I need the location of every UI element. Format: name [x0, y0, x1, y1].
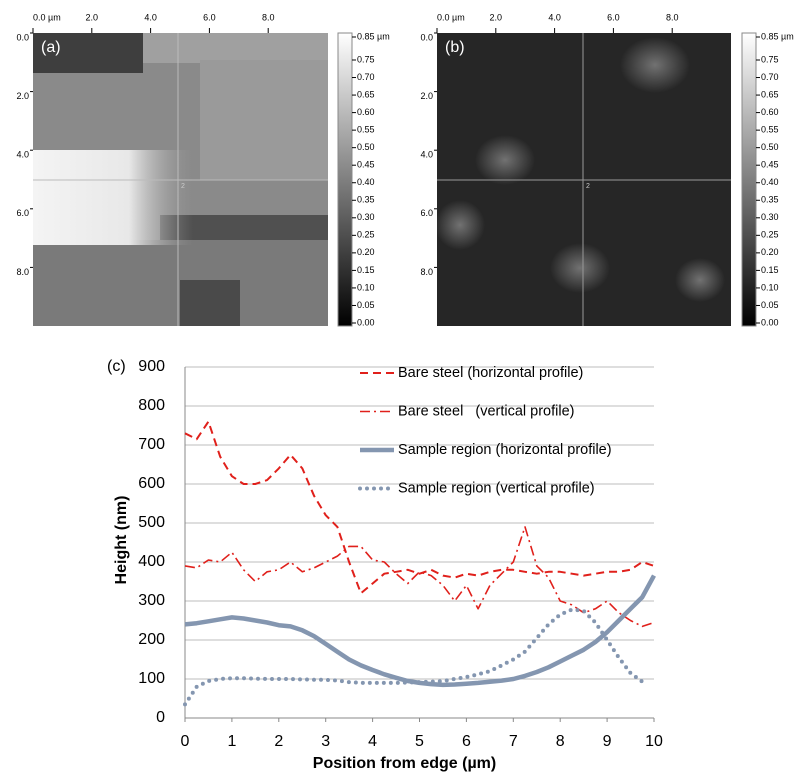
legend-label: Bare steel (horizontal profile) [398, 365, 583, 381]
x-axis-title: Position from edge (µm) [313, 755, 496, 772]
panel-label: (a) [41, 39, 61, 56]
y-axis-title: Height (nm) [113, 496, 130, 585]
colorbar-label: 0.70 [357, 72, 375, 82]
series-line [184, 526, 655, 628]
x-tick-label: 6.0 [607, 12, 620, 22]
crosshair-label: 2 [586, 183, 590, 190]
panel-label: (c) [107, 358, 126, 375]
colorbar-label: 0.60 [761, 107, 779, 117]
y-tick-label: 4.0 [420, 150, 433, 160]
colorbar-label: 0.30 [357, 212, 375, 222]
y-tick-label: 200 [138, 631, 165, 648]
x-tick-label: 5 [415, 733, 424, 750]
x-tick-label: 8.0 [262, 12, 275, 22]
colorbar-label: 0.70 [761, 72, 779, 82]
x-tick-label: 0.0 µm [33, 12, 61, 22]
series-line [184, 574, 656, 688]
series-line [184, 420, 655, 595]
colorbar-label: 0.10 [357, 282, 375, 292]
y-tick-label: 2.0 [420, 91, 433, 101]
colorbar-label: 0.20 [357, 247, 375, 257]
colorbar-label: 0.25 [357, 230, 375, 240]
colorbar-label: 0.35 [761, 195, 779, 205]
y-tick-label: 400 [138, 553, 165, 570]
x-tick-label: 8.0 [666, 12, 679, 22]
y-tick-label: 8.0 [16, 267, 29, 277]
colorbar [741, 32, 757, 327]
colorbar-label: 0.65 [357, 89, 375, 99]
y-tick-label: 6.0 [16, 208, 29, 218]
colorbar-label: 0.35 [357, 195, 375, 205]
y-tick-label: 500 [138, 514, 165, 531]
y-tick-label: 100 [138, 670, 165, 687]
x-tick-label: 0 [181, 733, 190, 750]
colorbar-label: 0.60 [357, 107, 375, 117]
y-tick-label: 2.0 [16, 91, 29, 101]
x-tick-label: 4.0 [548, 12, 561, 22]
colorbar-label: 0.65 [761, 89, 779, 99]
x-tick-label: 6 [462, 733, 471, 750]
colorbar-label: 0.00 [761, 317, 779, 327]
x-tick-label: 2.0 [86, 12, 99, 22]
colorbar [337, 32, 353, 327]
series-line [183, 607, 645, 707]
x-tick-label: 8 [556, 733, 565, 750]
afm-image-b [435, 33, 731, 326]
colorbar-label: 0.05 [761, 300, 779, 310]
x-tick-label: 0.0 µm [437, 12, 465, 22]
legend-label: Sample region (vertical profile) [398, 480, 595, 496]
y-tick-label: 0 [156, 709, 165, 726]
x-tick-label: 3 [321, 733, 330, 750]
y-tick-label: 900 [138, 358, 165, 375]
x-tick-label: 4.0 [144, 12, 157, 22]
colorbar-label: 0.20 [761, 247, 779, 257]
y-tick-label: 0.0 [16, 32, 29, 42]
colorbar-label: 0.00 [357, 317, 375, 327]
colorbar-label: 0.25 [761, 230, 779, 240]
colorbar-label: 0.15 [357, 265, 375, 275]
y-tick-label: 0.0 [420, 32, 433, 42]
x-tick-label: 1 [227, 733, 236, 750]
y-tick-label: 600 [138, 475, 165, 492]
legend-label: Sample region (horizontal profile) [398, 442, 612, 458]
crosshair-label: 2 [181, 183, 185, 190]
x-tick-label: 2 [274, 733, 283, 750]
colorbar-label: 0.55 [357, 125, 375, 135]
x-tick-label: 6.0 [203, 12, 216, 22]
x-tick-label: 10 [645, 733, 663, 750]
colorbar-label: 0.75 [357, 54, 375, 64]
x-tick-label: 2.0 [490, 12, 503, 22]
colorbar-label: 0.45 [761, 160, 779, 170]
colorbar-label: 0.45 [357, 160, 375, 170]
colorbar-label: 0.50 [761, 142, 779, 152]
panel-label: (b) [445, 39, 465, 56]
y-tick-label: 800 [138, 397, 165, 414]
y-tick-label: 4.0 [16, 150, 29, 160]
colorbar-label: 0.30 [761, 212, 779, 222]
y-tick-label: 8.0 [420, 267, 433, 277]
x-tick-label: 7 [509, 733, 518, 750]
afm-image-a [33, 33, 328, 326]
y-tick-label: 6.0 [420, 208, 433, 218]
colorbar-label: 0.55 [761, 125, 779, 135]
colorbar-label: 0.10 [761, 282, 779, 292]
y-tick-label: 700 [138, 436, 165, 453]
colorbar-label: 0.85 µm [761, 31, 794, 41]
colorbar-label: 0.05 [357, 300, 375, 310]
colorbar-label: 0.85 µm [357, 31, 390, 41]
colorbar-label: 0.15 [761, 265, 779, 275]
x-tick-label: 9 [603, 733, 612, 750]
y-tick-label: 300 [138, 592, 165, 609]
colorbar-label: 0.40 [357, 177, 375, 187]
colorbar-label: 0.40 [761, 177, 779, 187]
colorbar-label: 0.50 [357, 142, 375, 152]
colorbar-label: 0.75 [761, 54, 779, 64]
legend-label: Bare steel (vertical profile) [398, 403, 574, 419]
x-tick-label: 4 [368, 733, 377, 750]
